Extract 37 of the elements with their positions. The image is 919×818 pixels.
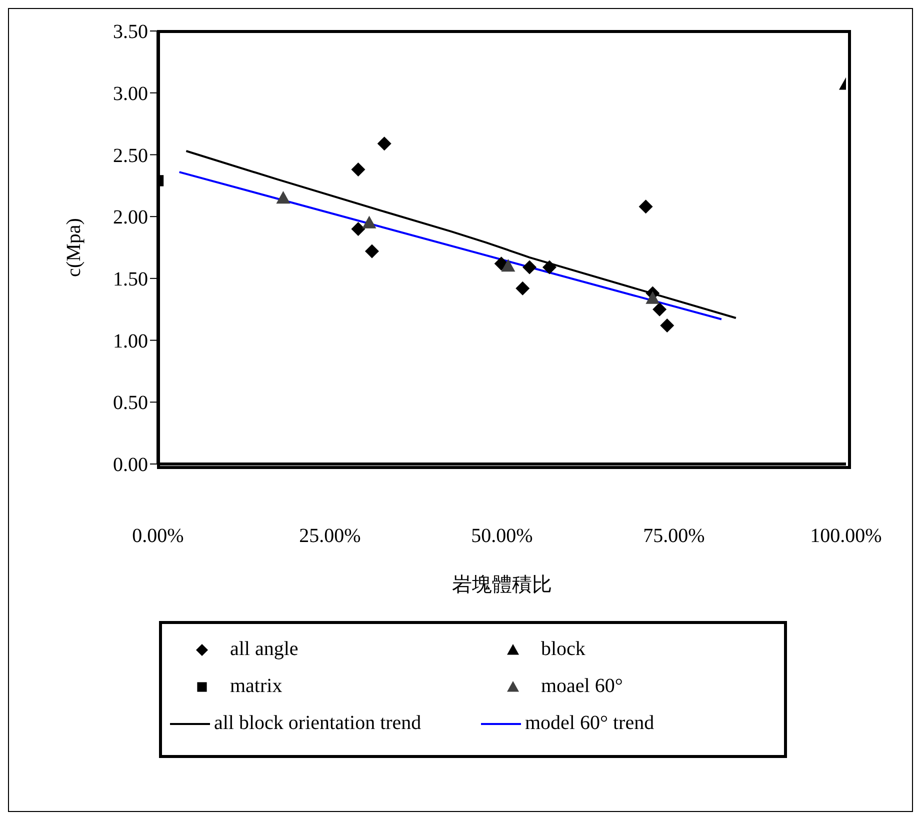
point <box>660 318 674 332</box>
legend-label: moael 60° <box>541 675 623 698</box>
y-tick-label: 0.00 <box>113 454 148 476</box>
legend-label: block <box>541 638 586 661</box>
x-axis-title: 岩塊體積比 <box>452 574 552 596</box>
y-axis-title: c(Mpa) <box>63 218 86 277</box>
point <box>364 244 379 258</box>
x-tick-label: 25.00% <box>299 525 361 548</box>
y-tick-label: 3.00 <box>113 82 148 105</box>
x-tick-label: 100.00% <box>810 525 882 548</box>
point <box>362 216 376 228</box>
y-tick-label: 3.50 <box>113 21 148 44</box>
point <box>276 191 290 204</box>
y-tick-label: 0.50 <box>113 392 148 414</box>
point <box>646 291 660 304</box>
legend-label: matrix <box>230 675 282 698</box>
x-tick-label: 50.00% <box>471 525 533 548</box>
point <box>501 259 516 272</box>
point <box>652 302 667 316</box>
legend-label: all block orientation trend <box>214 712 422 735</box>
x-tick-label: 0.00% <box>132 525 184 548</box>
point <box>542 260 556 274</box>
point <box>377 136 392 151</box>
y-tick-label: 2.00 <box>113 206 148 229</box>
x-tick-label: 75.00% <box>643 525 705 548</box>
line-series <box>185 150 737 320</box>
point <box>494 256 508 271</box>
legend-label: all angle <box>230 638 298 661</box>
legend-label: model 60° trend <box>525 712 654 735</box>
point <box>351 162 366 177</box>
y-tick-label: 2.50 <box>113 144 148 167</box>
y-tick-label: 1.50 <box>113 268 148 291</box>
point <box>516 281 530 296</box>
point <box>351 222 366 236</box>
point <box>638 200 653 214</box>
point <box>522 260 537 274</box>
y-tick-label: 1.00 <box>113 330 148 352</box>
